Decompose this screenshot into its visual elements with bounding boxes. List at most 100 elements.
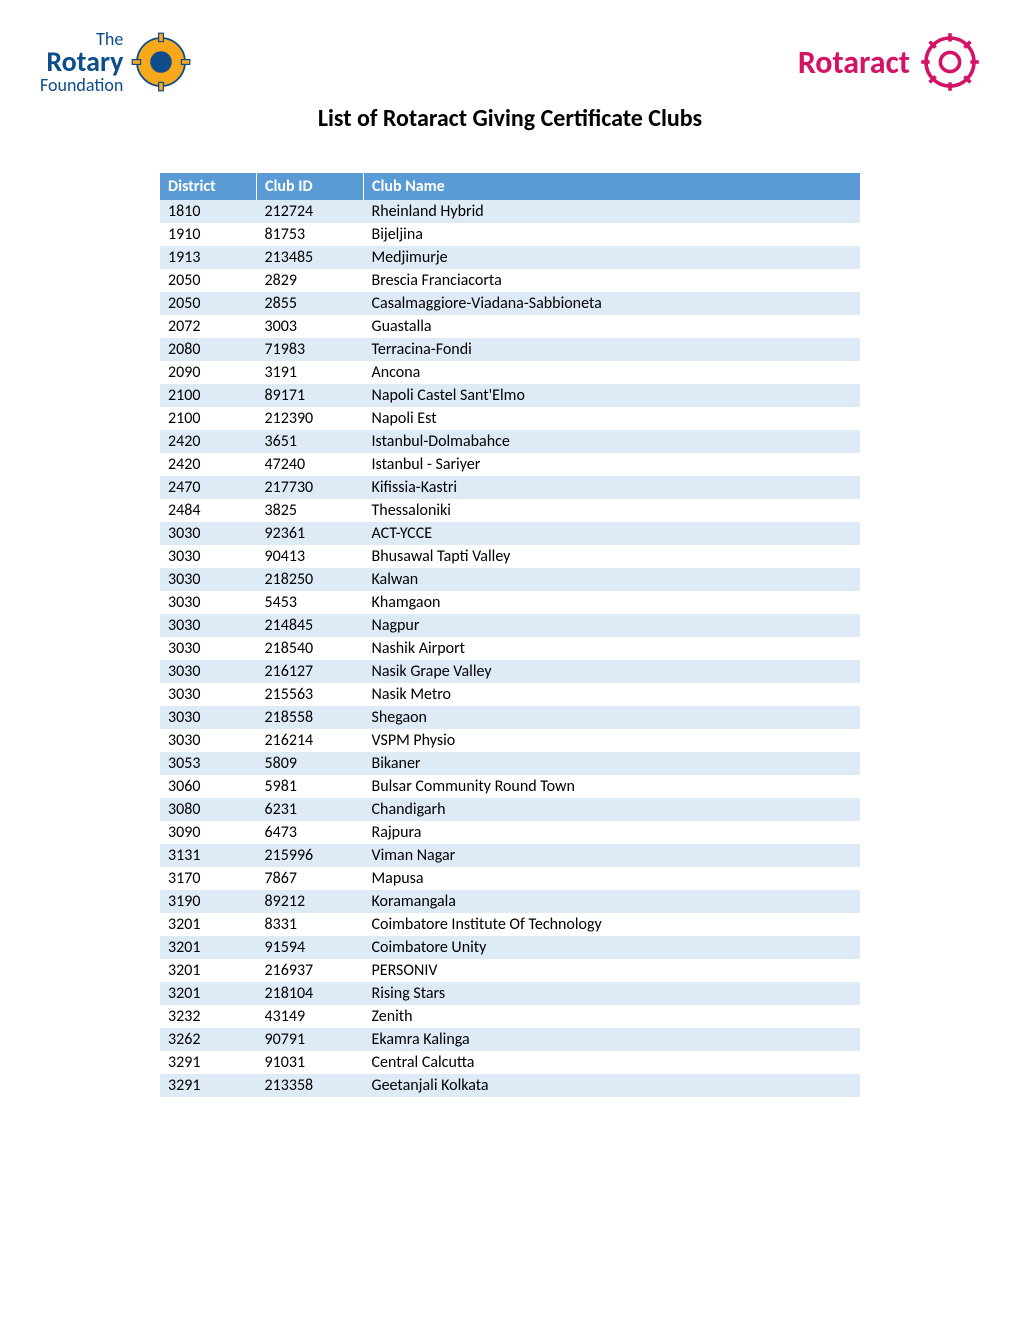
- cell-clubname: Napoli Castel Sant'Elmo: [364, 384, 861, 407]
- cell-district: 2090: [160, 361, 257, 384]
- cell-district: 3190: [160, 890, 257, 913]
- cell-clubid: 215996: [257, 844, 364, 867]
- table-row: 3030216127Nasik Grape Valley: [160, 660, 860, 683]
- cell-clubname: Thessaloniki: [364, 499, 861, 522]
- cell-clubname: PERSONIV: [364, 959, 861, 982]
- cell-district: 3030: [160, 614, 257, 637]
- cell-district: 3030: [160, 729, 257, 752]
- cell-clubname: Ancona: [364, 361, 861, 384]
- cell-district: 2100: [160, 407, 257, 430]
- cell-district: 1810: [160, 200, 257, 223]
- table-row: 20502829Brescia Franciacorta: [160, 269, 860, 292]
- cell-clubname: Istanbul - Sariyer: [364, 453, 861, 476]
- cell-clubname: Mapusa: [364, 867, 861, 890]
- clubs-table: District Club ID Club Name 1810212724Rhe…: [160, 173, 860, 1097]
- table-row: 2470217730Kifissia-Kastri: [160, 476, 860, 499]
- table-row: 210089171Napoli Castel Sant'Elmo: [160, 384, 860, 407]
- cell-clubname: Guastalla: [364, 315, 861, 338]
- cell-district: 3090: [160, 821, 257, 844]
- cell-district: 3201: [160, 936, 257, 959]
- cell-clubid: 6473: [257, 821, 364, 844]
- table-row: 32018331Coimbatore Institute Of Technolo…: [160, 913, 860, 936]
- header-district: District: [160, 173, 257, 200]
- cell-clubid: 3651: [257, 430, 364, 453]
- cell-clubid: 218540: [257, 637, 364, 660]
- cell-clubid: 216127: [257, 660, 364, 683]
- cell-clubid: 47240: [257, 453, 364, 476]
- cell-clubid: 2829: [257, 269, 364, 292]
- page-title: List of Rotaract Giving Certificate Club…: [40, 104, 980, 133]
- cell-clubname: ACT-YCCE: [364, 522, 861, 545]
- cell-clubid: 90791: [257, 1028, 364, 1051]
- cell-district: 3262: [160, 1028, 257, 1051]
- cell-clubname: Bijeljina: [364, 223, 861, 246]
- cell-district: 2470: [160, 476, 257, 499]
- cell-clubname: Rising Stars: [364, 982, 861, 1005]
- cell-district: 2420: [160, 453, 257, 476]
- cell-district: 3030: [160, 591, 257, 614]
- header: The Rotary Foundation Rotaract: [40, 30, 980, 94]
- cell-district: 3131: [160, 844, 257, 867]
- rotary-wheel-icon: [131, 32, 191, 92]
- cell-clubname: Kifissia-Kastri: [364, 476, 861, 499]
- cell-clubid: 212390: [257, 407, 364, 430]
- cell-district: 2420: [160, 430, 257, 453]
- cell-district: 3030: [160, 568, 257, 591]
- table-row: 30906473Rajpura: [160, 821, 860, 844]
- cell-clubname: Shegaon: [364, 706, 861, 729]
- table-row: 3201218104Rising Stars: [160, 982, 860, 1005]
- table-row: 3030215563Nasik Metro: [160, 683, 860, 706]
- cell-district: 1910: [160, 223, 257, 246]
- cell-clubname: Nagpur: [364, 614, 861, 637]
- table-row: 320191594Coimbatore Unity: [160, 936, 860, 959]
- cell-district: 3080: [160, 798, 257, 821]
- table-row: 3030218250Kalwan: [160, 568, 860, 591]
- cell-clubname: Kalwan: [364, 568, 861, 591]
- cell-clubname: Chandigarh: [364, 798, 861, 821]
- cell-clubname: Rheinland Hybrid: [364, 200, 861, 223]
- cell-clubname: Nasik Metro: [364, 683, 861, 706]
- table-row: 31707867Mapusa: [160, 867, 860, 890]
- rotaract-wheel-icon: [920, 32, 980, 92]
- cell-district: 3201: [160, 982, 257, 1005]
- table-row: 326290791Ekamra Kalinga: [160, 1028, 860, 1051]
- cell-district: 3232: [160, 1005, 257, 1028]
- cell-district: 3030: [160, 637, 257, 660]
- cell-clubname: Khamgaon: [364, 591, 861, 614]
- table-row: 20502855Casalmaggiore-Viadana-Sabbioneta: [160, 292, 860, 315]
- cell-clubid: 213358: [257, 1074, 364, 1097]
- cell-district: 3053: [160, 752, 257, 775]
- cell-clubid: 3003: [257, 315, 364, 338]
- cell-clubid: 2855: [257, 292, 364, 315]
- header-clubid: Club ID: [257, 173, 364, 200]
- cell-clubid: 214845: [257, 614, 364, 637]
- cell-clubid: 6231: [257, 798, 364, 821]
- cell-clubname: Bikaner: [364, 752, 861, 775]
- cell-clubid: 8331: [257, 913, 364, 936]
- table-row: 3201216937PERSONIV: [160, 959, 860, 982]
- cell-district: 3060: [160, 775, 257, 798]
- cell-district: 3201: [160, 959, 257, 982]
- logo-line3: Foundation: [40, 76, 123, 94]
- cell-clubname: Nasik Grape Valley: [364, 660, 861, 683]
- cell-clubid: 43149: [257, 1005, 364, 1028]
- cell-clubid: 7867: [257, 867, 364, 890]
- cell-clubname: Rajpura: [364, 821, 861, 844]
- cell-clubname: Istanbul-Dolmabahce: [364, 430, 861, 453]
- cell-district: 2072: [160, 315, 257, 338]
- table-row: 319089212Koramangala: [160, 890, 860, 913]
- cell-clubid: 3191: [257, 361, 364, 384]
- cell-district: 2050: [160, 269, 257, 292]
- cell-clubid: 218558: [257, 706, 364, 729]
- cell-clubid: 213485: [257, 246, 364, 269]
- cell-clubid: 92361: [257, 522, 364, 545]
- table-row: 20723003Guastalla: [160, 315, 860, 338]
- table-row: 30806231Chandigarh: [160, 798, 860, 821]
- cell-clubid: 90413: [257, 545, 364, 568]
- table-row: 242047240Istanbul - Sariyer: [160, 453, 860, 476]
- cell-district: 2050: [160, 292, 257, 315]
- cell-district: 2100: [160, 384, 257, 407]
- table-row: 3030216214VSPM Physio: [160, 729, 860, 752]
- table-row: 30605981Bulsar Community Round Town: [160, 775, 860, 798]
- cell-clubid: 89171: [257, 384, 364, 407]
